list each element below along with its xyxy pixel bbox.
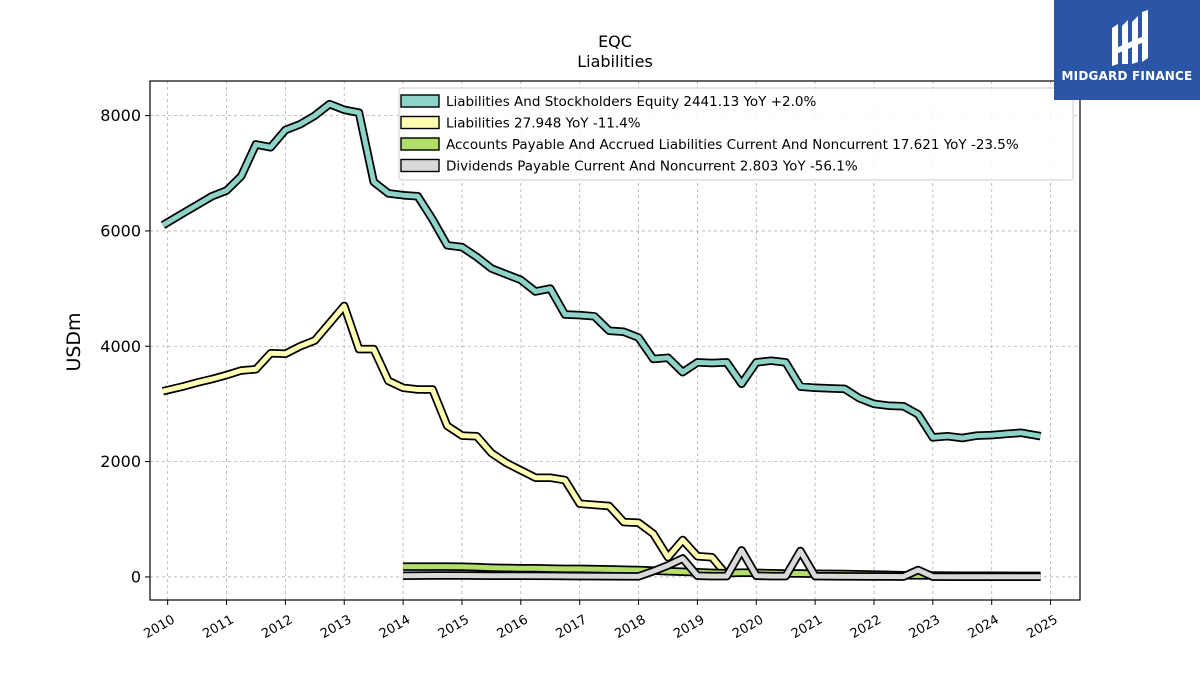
y-axis-label: USDm bbox=[63, 312, 85, 371]
x-tick-label: 2011 bbox=[200, 612, 236, 642]
x-tick-label: 2018 bbox=[612, 612, 648, 642]
legend: Liabilities And Stockholders Equity 2441… bbox=[398, 87, 1074, 181]
legend-label: Accounts Payable And Accrued Liabilities… bbox=[446, 137, 1019, 153]
legend-swatch bbox=[400, 158, 440, 173]
legend-swatch bbox=[400, 94, 440, 108]
brand-logo: MIDGARD FINANCE bbox=[1054, 0, 1200, 100]
x-tick-label: 2013 bbox=[318, 612, 354, 642]
chart-subtitle: Liabilities bbox=[577, 52, 653, 71]
x-tick-label: 2012 bbox=[259, 612, 295, 642]
y-tick-label: 8000 bbox=[100, 106, 141, 125]
y-tick-label: 0 bbox=[131, 567, 141, 586]
y-tick-label: 2000 bbox=[100, 452, 141, 471]
chart-title: EQC bbox=[598, 32, 632, 51]
series-1-line bbox=[162, 303, 729, 577]
series-3-line bbox=[403, 547, 1041, 580]
x-tick-label: 2019 bbox=[671, 612, 707, 642]
legend-box bbox=[398, 87, 1074, 181]
legend-swatch bbox=[400, 115, 440, 130]
x-tick-label: 2023 bbox=[907, 612, 943, 642]
series-0-line bbox=[161, 101, 1042, 441]
plot-frame bbox=[149, 80, 1081, 601]
x-tick-label: 2025 bbox=[1024, 612, 1060, 642]
logo-mark-icon bbox=[1112, 10, 1148, 66]
legend-label: Dividends Payable Current And Noncurrent… bbox=[446, 159, 858, 175]
series-layer bbox=[160, 99, 1042, 582]
y-tick-label: 6000 bbox=[100, 221, 141, 240]
x-tick-label: 2016 bbox=[495, 612, 531, 642]
x-tick-label: 2017 bbox=[554, 612, 590, 642]
legend-label: Liabilities 27.948 YoY -11.4% bbox=[446, 116, 641, 132]
logo-text: MIDGARD FINANCE bbox=[1061, 69, 1193, 83]
x-tick-label: 2022 bbox=[848, 612, 884, 642]
x-tick-label: 2021 bbox=[789, 612, 825, 642]
legend-swatch bbox=[400, 137, 440, 151]
x-tick-label: 2024 bbox=[966, 612, 1002, 642]
x-tick-label: 2020 bbox=[730, 612, 766, 642]
x-tick-label: 2014 bbox=[377, 612, 413, 642]
x-tick-label: 2010 bbox=[141, 612, 177, 642]
y-tick-label: 4000 bbox=[100, 337, 141, 356]
legend-label: Liabilities And Stockholders Equity 2441… bbox=[446, 94, 816, 110]
x-tick-label: 2015 bbox=[436, 612, 472, 642]
